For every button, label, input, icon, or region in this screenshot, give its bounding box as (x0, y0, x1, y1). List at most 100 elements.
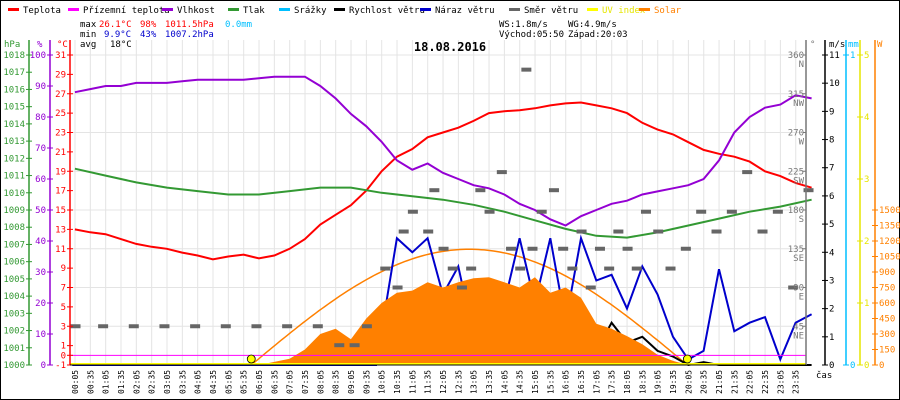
legend-item-6: Rychlost větru (349, 6, 425, 16)
direction-cardinal-label: W (799, 138, 805, 148)
wind-direction-mark (613, 229, 624, 234)
temperature-tick-label: 27 (55, 90, 66, 100)
legend-item-9: UV index (602, 6, 646, 16)
wind-direction-mark (803, 188, 814, 193)
humidity-tick-label: 0 (41, 361, 46, 371)
wind-direction-mark (429, 188, 440, 193)
wind-direction-mark (548, 188, 559, 193)
x-tick-label: 17:05 (592, 370, 601, 394)
chart-title: 18.08.2016 (414, 40, 486, 54)
x-tick-label: 14:05 (500, 370, 509, 394)
direction-tick-label: 180 (788, 206, 804, 216)
x-tick-label: 11:05 (408, 370, 417, 394)
pressure-tick-label: 1012 (3, 154, 25, 164)
wind-direction-mark (515, 266, 526, 271)
direction-tick-label: 225 (788, 167, 804, 177)
pressure-tick-label: 1001 (3, 344, 25, 354)
wind-direction-mark (128, 324, 139, 329)
wind-axis-unit: m/s (829, 40, 845, 50)
x-tick-label: 01:35 (117, 370, 126, 394)
uv-tick-label: 5 (864, 51, 869, 61)
wind-direction-mark (521, 67, 532, 72)
wind-direction-mark (527, 246, 538, 251)
sunrise-marker (246, 354, 256, 364)
wind-tick-label: 6 (829, 192, 834, 202)
x-tick-label: 03:05 (163, 370, 172, 394)
wind-direction-mark (392, 285, 403, 290)
legend-item-3: Vlhkost (177, 6, 215, 16)
humidity-tick-label: 10 (35, 330, 46, 340)
x-tick-label: 04:35 (209, 370, 218, 394)
solar-tick-label: 1050 (879, 253, 900, 263)
wind-direction-mark (251, 324, 262, 329)
x-tick-label: 18:35 (638, 370, 647, 394)
legend-swatch (639, 8, 650, 11)
wind-direction-mark (631, 266, 642, 271)
wind-tick-label: 4 (829, 248, 834, 258)
legend-swatch (68, 8, 79, 11)
stats-block: max 26.1°C 98% 1011.5hPa 0.0mm min 9.9°C… (80, 20, 628, 50)
min-temp: 9.9°C (104, 30, 131, 40)
wind-direction-mark (558, 246, 569, 251)
wind-direction-mark (622, 246, 633, 251)
x-tick-label: 06:35 (270, 370, 279, 394)
wind-direction-mark (585, 285, 596, 290)
humidity-tick-label: 30 (35, 268, 46, 278)
x-tick-label: 09:35 (362, 370, 371, 394)
temperature-axis-unit: °C (57, 40, 68, 50)
pressure-tick-label: 1011 (3, 172, 25, 182)
legend-swatch (162, 8, 173, 11)
humidity-axis-unit: % (37, 40, 43, 50)
min-pressure: 1007.2hPa (165, 30, 214, 40)
x-tick-label: 14:35 (516, 370, 525, 394)
x-tick-label: 13:05 (470, 370, 479, 394)
legend-swatch (279, 8, 290, 11)
wind-tick-label: 2 (829, 305, 834, 315)
x-tick-label: 05:05 (224, 370, 233, 394)
wind-direction-mark (640, 209, 651, 214)
solar-axis-unit: W (877, 40, 883, 50)
pressure-tick-label: 1007 (3, 240, 25, 250)
max-label: max (80, 20, 97, 30)
solar-tick-label: 1200 (879, 237, 900, 247)
x-tick-label: 12:35 (454, 370, 463, 394)
wind-tick-label: 10 (829, 79, 840, 89)
legend-swatch (587, 8, 598, 11)
temperature-tick-label: 23 (55, 129, 66, 139)
x-tick-label: 02:05 (132, 370, 141, 394)
legend-swatch (334, 8, 345, 11)
legend-item-8: Směr větru (524, 6, 578, 16)
x-tick-label: 01:05 (102, 370, 111, 394)
wind-direction-mark (456, 285, 467, 290)
wind-direction-mark (772, 209, 783, 214)
uv-tick-label: 2 (864, 237, 869, 247)
solar-tick-label: 450 (879, 315, 895, 325)
pressure-tick-label: 1003 (3, 309, 25, 319)
wind-tick-label: 9 (829, 107, 834, 117)
rain-axis-unit: mm (848, 40, 859, 50)
wind-direction-mark (282, 324, 293, 329)
temperature-tick-label: 1 (61, 342, 66, 352)
wind-direction-mark (159, 324, 170, 329)
rain-tick-label: 0 (850, 361, 855, 371)
wind-tick-label: 11 (829, 51, 840, 61)
pressure-tick-label: 1002 (3, 327, 25, 337)
uv-tick-label: 4 (864, 113, 869, 123)
wind-speed-avg: WS:1.8m/s (499, 20, 548, 30)
min-label: min (80, 30, 96, 40)
x-tick-label: 19:35 (669, 370, 678, 394)
humidity-tick-label: 80 (35, 113, 46, 123)
x-tick-label: 19:05 (654, 370, 663, 394)
x-tick-label: 13:35 (485, 370, 494, 394)
wind-direction-mark (475, 188, 486, 193)
temperature-tick-label: 11 (55, 245, 66, 255)
x-tick-label: 03:35 (178, 370, 187, 394)
legend-item-1: Teplota (23, 6, 61, 16)
x-tick-label: 06:05 (255, 370, 264, 394)
pressure-tick-label: 1015 (3, 103, 25, 113)
x-axis-label: čas (816, 370, 832, 381)
wind-tick-label: 0 (829, 361, 834, 371)
x-tick-label: 22:05 (746, 370, 755, 394)
temperature-tick-label: 21 (55, 148, 66, 158)
